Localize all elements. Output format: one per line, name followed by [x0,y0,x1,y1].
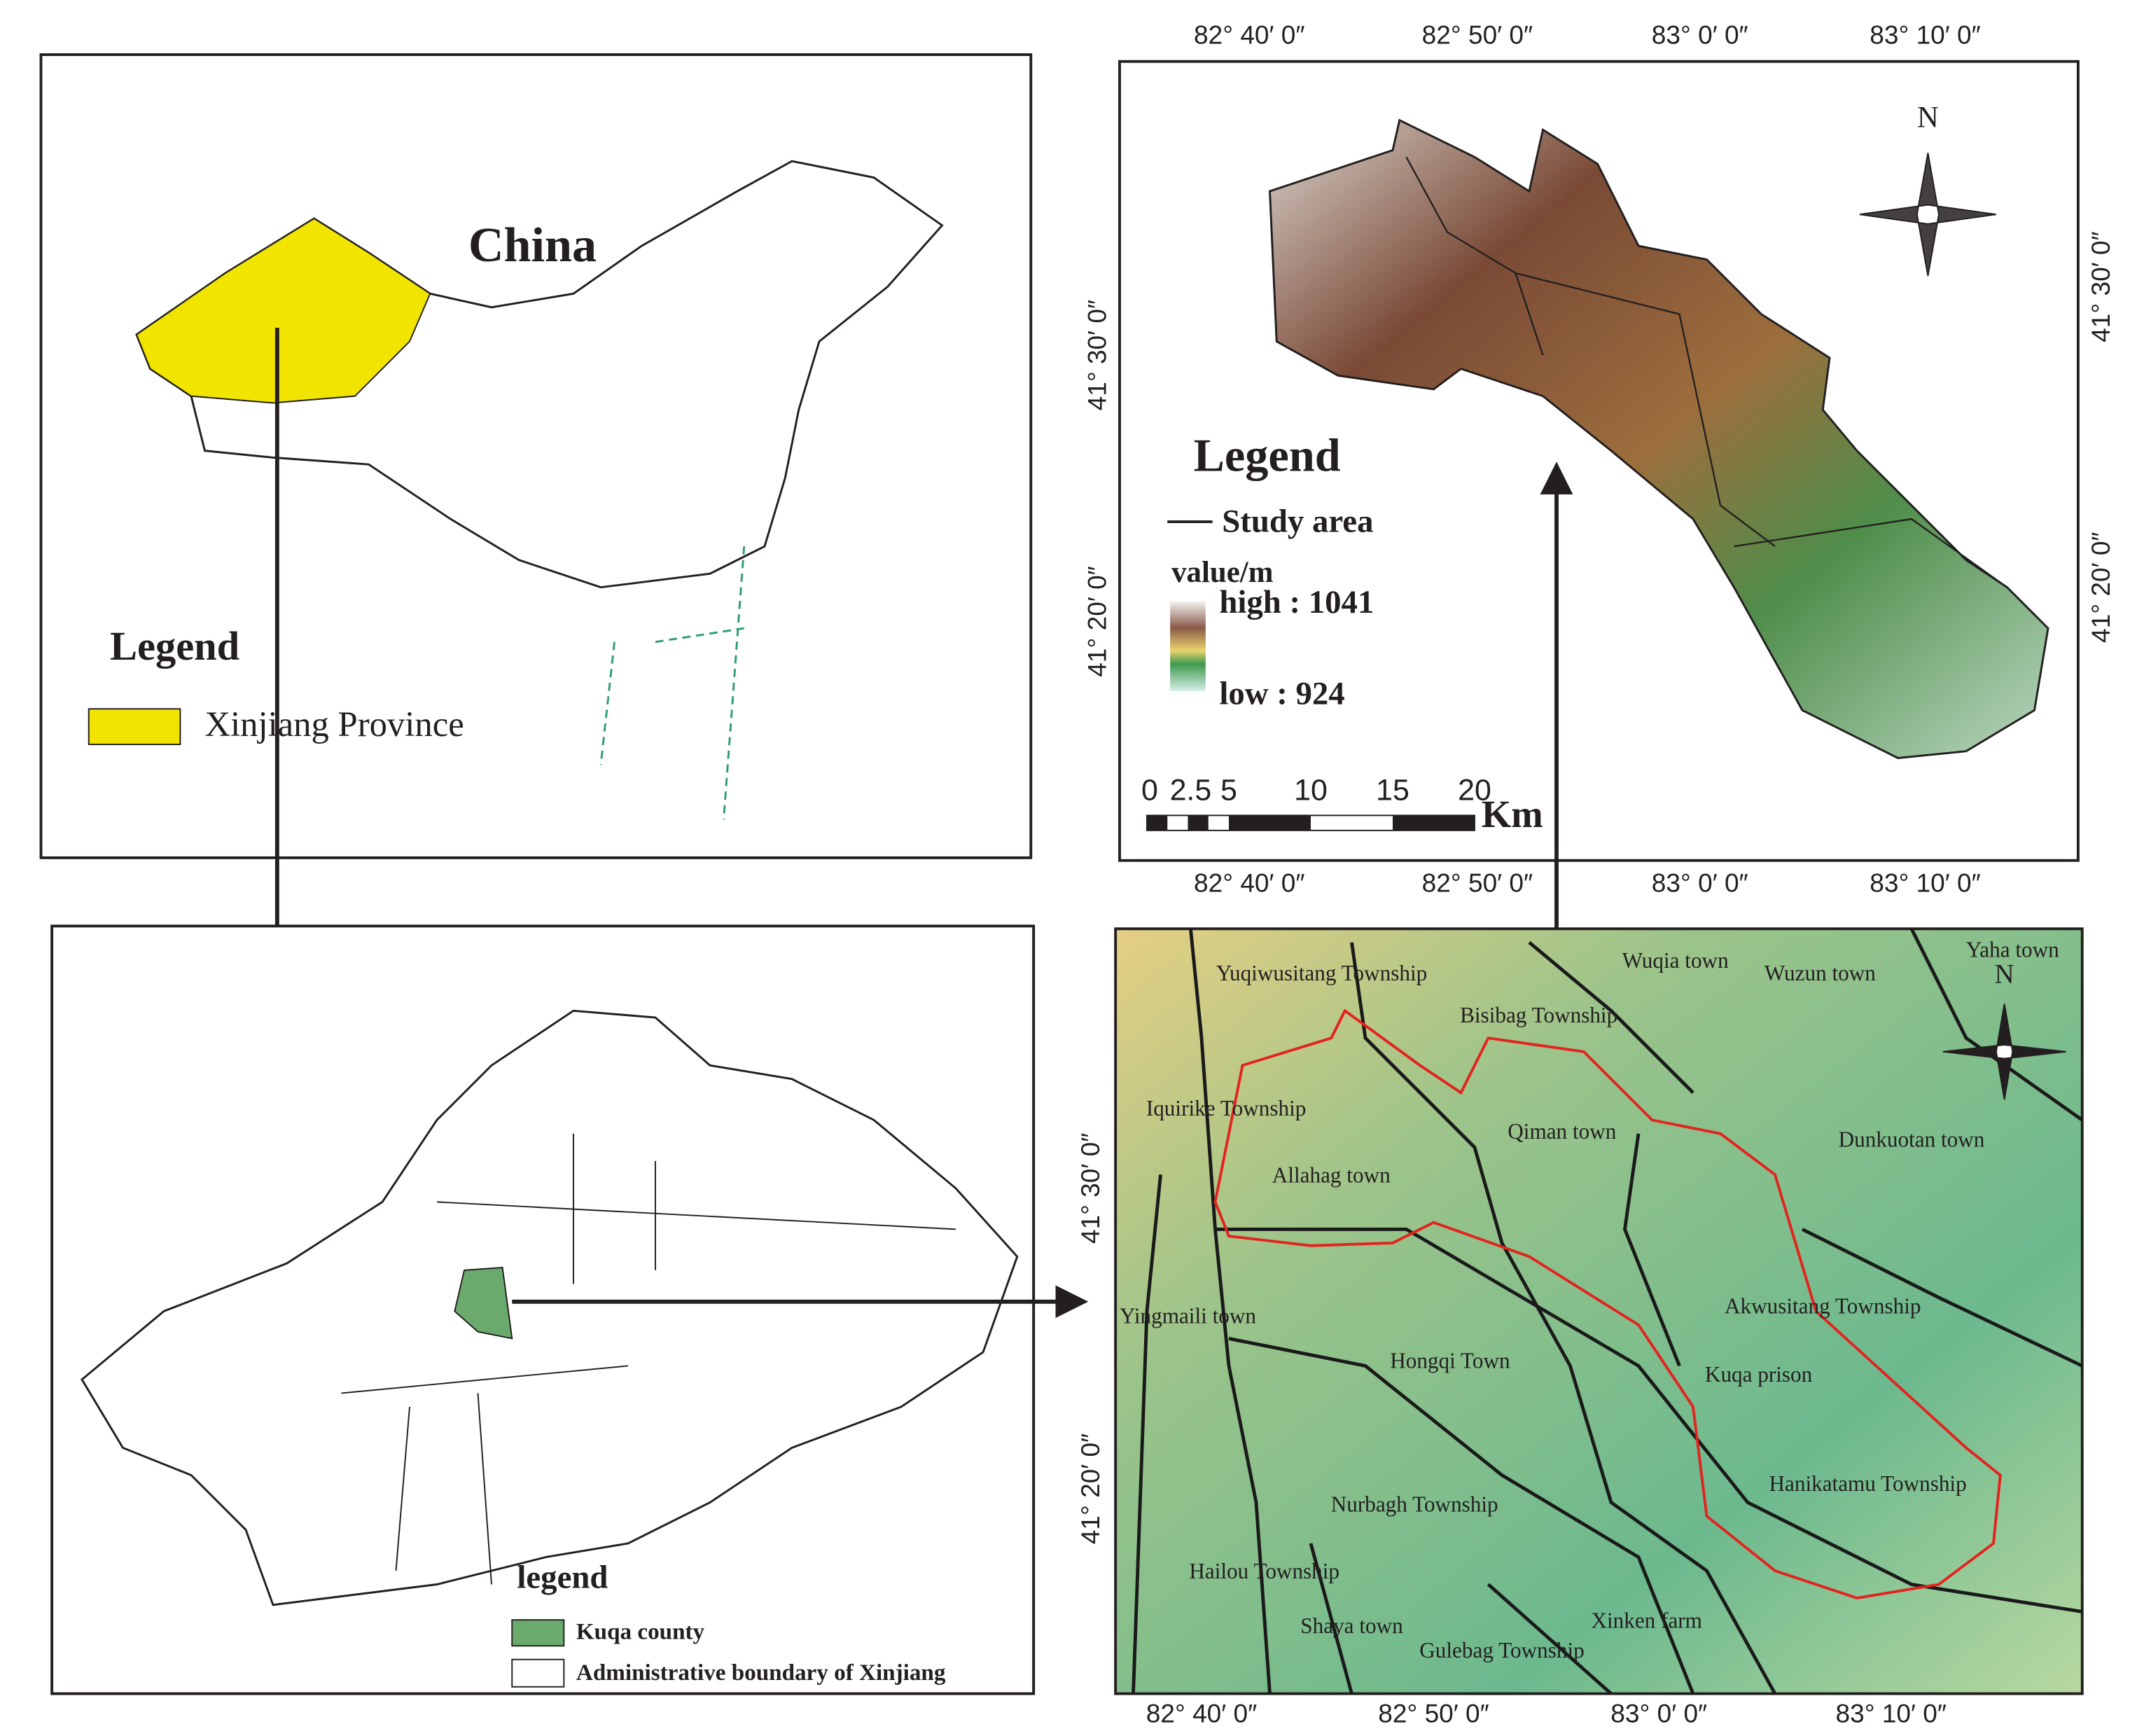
lon-label: 83° 0′ 0″ [1652,868,1748,898]
scale-label: 2.5 [1170,774,1212,807]
place-label: Wuqia town [1622,948,1729,973]
color-bar [1170,601,1206,691]
lat-label: 41° 30′ 0″ [2086,231,2115,342]
legend-title: legend [517,1559,608,1595]
lon-label: 83° 10′ 0″ [1836,1699,1947,1728]
township-boundaries [1132,928,2084,1695]
scale-unit: Km [1482,793,1543,835]
lat-label: 41° 20′ 0″ [2086,532,2115,643]
place-label: Shaya town [1300,1613,1403,1638]
place-label: Gulebag Township [1419,1638,1584,1662]
lon-label: 83° 10′ 0″ [1870,20,1980,49]
legend-label: Kuqa county [576,1618,705,1644]
legend-swatch [511,1658,565,1688]
place-label: Akwusitang Township [1725,1294,1921,1319]
place-label: Yaha town [1966,938,2059,962]
place-label: Nurbagh Township [1331,1492,1498,1516]
lat-label: 41° 30′ 0″ [1083,300,1112,411]
lon-label: 82° 40′ 0″ [1146,1699,1257,1728]
internal-boundaries [1405,156,2008,588]
scale-label: 10 [1294,774,1328,807]
lon-label: 83° 0′ 0″ [1652,20,1748,49]
lat-label: 41° 20′ 0″ [1083,566,1112,677]
scale-label: 5 [1220,774,1237,807]
place-label: Allahag town [1272,1162,1391,1187]
scale-bar [1146,814,1475,831]
north-arrow [1942,1004,2066,1100]
lat-label: 41° 30′ 0″ [1076,1133,1105,1244]
place-label: Kuqa prison [1705,1362,1813,1387]
place-label: Iquirike Township [1146,1096,1307,1120]
place-label: Qiman town [1508,1119,1616,1144]
place-label: Wuzun town [1764,961,1876,985]
north-label: N [1995,959,2014,989]
scale-label: 15 [1376,774,1409,807]
china-title: China [468,218,597,272]
legend-label: Administrative boundary of Xinjiang [576,1660,946,1686]
place-label: Dunkuotan town [1839,1127,1985,1152]
low-label: low : 924 [1219,675,1344,711]
legend-title: Legend [1194,431,1341,482]
lon-label: 82° 50′ 0″ [1422,868,1533,898]
place-label: Hongqi Town [1390,1349,1510,1373]
legend-swatch [88,708,181,745]
place-label: Bisibag Township [1460,1003,1617,1027]
scale-label: 0 [1141,774,1158,807]
unit-label: value/m [1171,556,1273,589]
legend-swatch [511,1619,565,1647]
lon-label: 83° 10′ 0″ [1870,868,1980,898]
xinjiang-shape [135,217,431,404]
place-label: Hanikatamu Township [1769,1471,1966,1496]
place-label: Xinken farm [1591,1608,1701,1632]
lon-label: 83° 0′ 0″ [1610,1699,1707,1728]
lon-label: 82° 40′ 0″ [1194,868,1304,898]
study-area-outline [1213,1008,2002,1600]
legend-label: Xinjiang Province [205,704,464,744]
legend-title: Legend [110,623,239,669]
north-arrow [1859,153,1997,277]
lat-label: 41° 20′ 0″ [1076,1433,1105,1545]
high-label: high : 1041 [1219,584,1374,620]
place-label: Yingmaili town [1120,1303,1256,1328]
scale-label: 20 [1458,774,1491,807]
place-label: Hailou Township [1189,1559,1339,1583]
legend-label: Study area [1222,504,1373,540]
county-boundaries [341,1133,956,1585]
north-label: N [1917,101,1939,134]
lon-label: 82° 50′ 0″ [1422,20,1533,49]
lon-label: 82° 40′ 0″ [1194,20,1304,49]
kuqa-county [454,1266,513,1340]
place-label: Yuqiwusitang Township [1216,961,1427,985]
xinjiang-outline [81,1009,1019,1606]
sea-boundary [599,546,746,820]
lon-label: 82° 50′ 0″ [1378,1699,1489,1728]
